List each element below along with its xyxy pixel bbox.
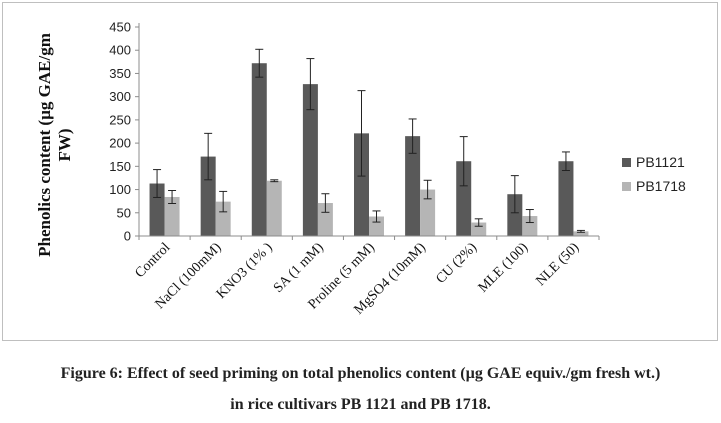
y-tick-label: 200 [109,136,131,151]
y-tick-label: 450 [109,20,131,35]
y-axis-label-line-1: Phenolics content (µg GAE/gm [35,33,54,257]
error-bar-pb1121-8 [561,151,570,172]
bars [149,63,589,236]
error-bar-pb1121-0 [153,169,162,198]
y-axis-label: Phenolics content (µg GAE/gm FW) [35,33,74,257]
legend-swatch [622,182,631,191]
caption-line-1: Figure 6: Effect of seed priming on tota… [60,365,661,382]
y-tick-label: 300 [109,89,131,104]
bar-pb1718-8 [573,231,589,236]
bar-pb1121-7 [507,194,523,236]
error-bar-pb1718-2 [270,179,279,183]
bar-pb1718-2 [266,180,282,236]
y-tick-label: 0 [124,229,131,244]
error-bar-pb1121-5 [408,118,417,154]
bar-pb1718-3 [317,203,333,236]
category-label: CU (2%) [433,240,480,287]
legend-item-pb1718: PB1718 [622,178,686,194]
category-label: NLE (50) [533,240,582,289]
legend-item-pb1121: PB1121 [622,154,685,170]
y-tick-label: 400 [109,43,131,58]
legend-label: PB1121 [636,154,685,170]
error-bar-pb1718-4 [372,210,381,223]
y-axis-label-line-2: FW) [55,128,74,161]
bar-pb1718-1 [215,201,231,236]
bar-pb1121-8 [558,161,574,236]
error-bar-pb1718-5 [423,179,432,200]
axes [138,23,600,240]
y-tick-label: 100 [109,182,131,197]
error-bar-pb1121-7 [510,175,519,214]
bar-pb1121-3 [302,84,318,236]
error-bar-pb1718-7 [525,209,534,224]
bar-pb1718-5 [420,189,436,236]
bar-chart: Phenolics content (µg GAE/gm FW) 0 50 100 1… [35,20,686,318]
category-label: MLE (100) [476,240,532,296]
legend-label: PB1718 [636,178,686,194]
bar-pb1121-2 [251,63,267,236]
y-tick-label: 150 [109,159,131,174]
error-bar-pb1121-2 [255,48,264,78]
bar-pb1121-0 [149,183,165,236]
error-bar-pb1718-6 [474,218,483,227]
legend-swatch [622,158,631,167]
category-label: KNO3 (1% ) [214,240,276,302]
bar-pb1718-0 [164,196,180,236]
bar-pb1121-4 [354,133,369,236]
category-label: Control [133,240,174,281]
error-bar-pb1121-4 [357,90,366,177]
error-bar-pb1121-6 [459,136,468,187]
caption-line-2: in rice cultivars PB 1121 and PB 1718. [230,396,491,413]
error-bar-pb1718-3 [321,193,330,213]
error-bar-pb1718-8 [576,229,585,233]
bar-pb1718-7 [522,216,538,236]
bar-pb1121-5 [405,136,421,236]
error-bar-pb1718-0 [168,189,177,204]
y-tick-label: 250 [109,112,131,127]
y-tick-label: 350 [109,66,131,81]
error-bar-pb1121-1 [204,132,213,181]
error-bar-pb1121-3 [306,58,315,111]
bar-pb1718-4 [369,216,384,236]
bar-pb1121-6 [456,161,472,236]
y-axis-ticks: 0 50 100 150 200 250 300 350 400 450 [109,20,139,244]
error-bar-pb1718-1 [219,190,228,213]
y-tick-label: 50 [117,205,131,220]
legend: PB1121 PB1718 [622,154,686,194]
error-bars [153,48,585,233]
figure-caption: Figure 6: Effect of seed priming on tota… [0,358,721,420]
bar-pb1121-1 [200,156,216,236]
